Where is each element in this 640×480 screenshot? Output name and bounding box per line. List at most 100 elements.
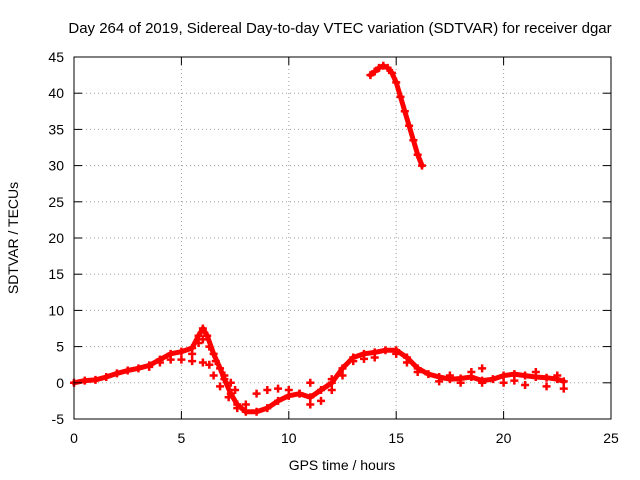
- data-point: [409, 136, 418, 145]
- y-tick-label: 5: [56, 339, 64, 355]
- data-point: [456, 378, 465, 387]
- data-point: [226, 378, 235, 387]
- data-point: [553, 371, 562, 380]
- data-point: [252, 407, 261, 416]
- data-point: [392, 349, 401, 358]
- data-point: [194, 338, 203, 347]
- y-tick-label: 30: [48, 158, 64, 174]
- data-point: [359, 354, 368, 363]
- data-point: [241, 407, 250, 416]
- data-point: [263, 404, 272, 413]
- data-point: [188, 349, 197, 358]
- grid-lines: [74, 57, 611, 419]
- data-point: [349, 357, 358, 366]
- data-point: [445, 371, 454, 380]
- data-point: [467, 367, 476, 376]
- x-tick-label: 20: [496, 430, 512, 446]
- data-point: [413, 367, 422, 376]
- data-point: [102, 373, 111, 382]
- data-point: [392, 78, 401, 87]
- data-point: [209, 371, 218, 380]
- data-point: [317, 396, 326, 405]
- data-point: [327, 375, 336, 384]
- data-point: [381, 346, 390, 355]
- data-point: [306, 378, 315, 387]
- data-point: [231, 386, 240, 395]
- data-point: [166, 355, 175, 364]
- data-point: [252, 389, 261, 398]
- data-point: [413, 150, 422, 159]
- y-tick-label: 15: [48, 266, 64, 282]
- data-point: [383, 63, 392, 72]
- y-tick-label: 25: [48, 194, 64, 210]
- data-point: [198, 358, 207, 367]
- data-point: [194, 331, 203, 340]
- data-point: [499, 378, 508, 387]
- data-point: [112, 369, 121, 378]
- data-point: [155, 358, 164, 367]
- data-point: [417, 161, 426, 170]
- data-point: [274, 396, 283, 405]
- data-point: [177, 347, 186, 356]
- data-point: [478, 378, 487, 387]
- data-point: [424, 370, 433, 379]
- data-point: [370, 353, 379, 362]
- data-point: [80, 376, 89, 385]
- data-point: [284, 386, 293, 395]
- data-point: [366, 71, 375, 80]
- data-point: [203, 331, 212, 340]
- data-point: [400, 107, 409, 116]
- data-point: [216, 364, 225, 373]
- data-point: [338, 364, 347, 373]
- y-tick-label: 45: [48, 49, 64, 65]
- x-tick-label: 10: [281, 430, 297, 446]
- data-point: [205, 342, 214, 351]
- data-point: [402, 358, 411, 367]
- y-tick-label: 0: [56, 375, 64, 391]
- series-trace-main: [71, 326, 567, 415]
- data-point: [338, 371, 347, 380]
- data-point: [134, 364, 143, 373]
- y-tick-label: 20: [48, 230, 64, 246]
- data-point: [510, 376, 519, 385]
- y-tick-label: -5: [52, 411, 65, 427]
- data-point: [188, 357, 197, 366]
- data-point: [263, 386, 272, 395]
- data-point: [198, 324, 207, 333]
- data-point: [396, 92, 405, 101]
- data-points: [70, 61, 568, 416]
- data-point: [224, 393, 233, 402]
- y-axis-label: SDTVAR / TECUs: [5, 182, 21, 294]
- data-point: [216, 382, 225, 391]
- data-point: [531, 367, 540, 376]
- data-point: [521, 380, 530, 389]
- data-point: [435, 377, 444, 386]
- data-point: [317, 386, 326, 395]
- data-point: [233, 404, 242, 413]
- data-point: [91, 375, 100, 384]
- axis-ticks: 0 5 10 15 20 25 -5 0 5 10 15 20 25 30 35 40 45: [48, 49, 619, 446]
- data-point: [177, 355, 186, 364]
- data-point: [387, 68, 396, 77]
- y-tick-label: 10: [48, 302, 64, 318]
- y-tick-label: 40: [48, 85, 64, 101]
- data-point: [274, 384, 283, 393]
- data-point: [478, 364, 487, 373]
- data-point: [145, 362, 154, 371]
- x-tick-label: 15: [388, 430, 404, 446]
- data-point: [542, 382, 551, 391]
- data-point: [220, 371, 229, 380]
- data-point: [379, 61, 388, 70]
- data-point: [205, 360, 214, 369]
- data-point: [327, 386, 336, 395]
- data-point: [542, 373, 551, 382]
- x-tick-label: 0: [70, 430, 78, 446]
- data-point: [241, 400, 250, 409]
- data-point: [370, 67, 379, 76]
- data-point: [306, 400, 315, 409]
- data-point: [488, 375, 497, 384]
- data-point: [521, 371, 530, 380]
- data-point: [499, 371, 508, 380]
- data-point: [209, 349, 218, 358]
